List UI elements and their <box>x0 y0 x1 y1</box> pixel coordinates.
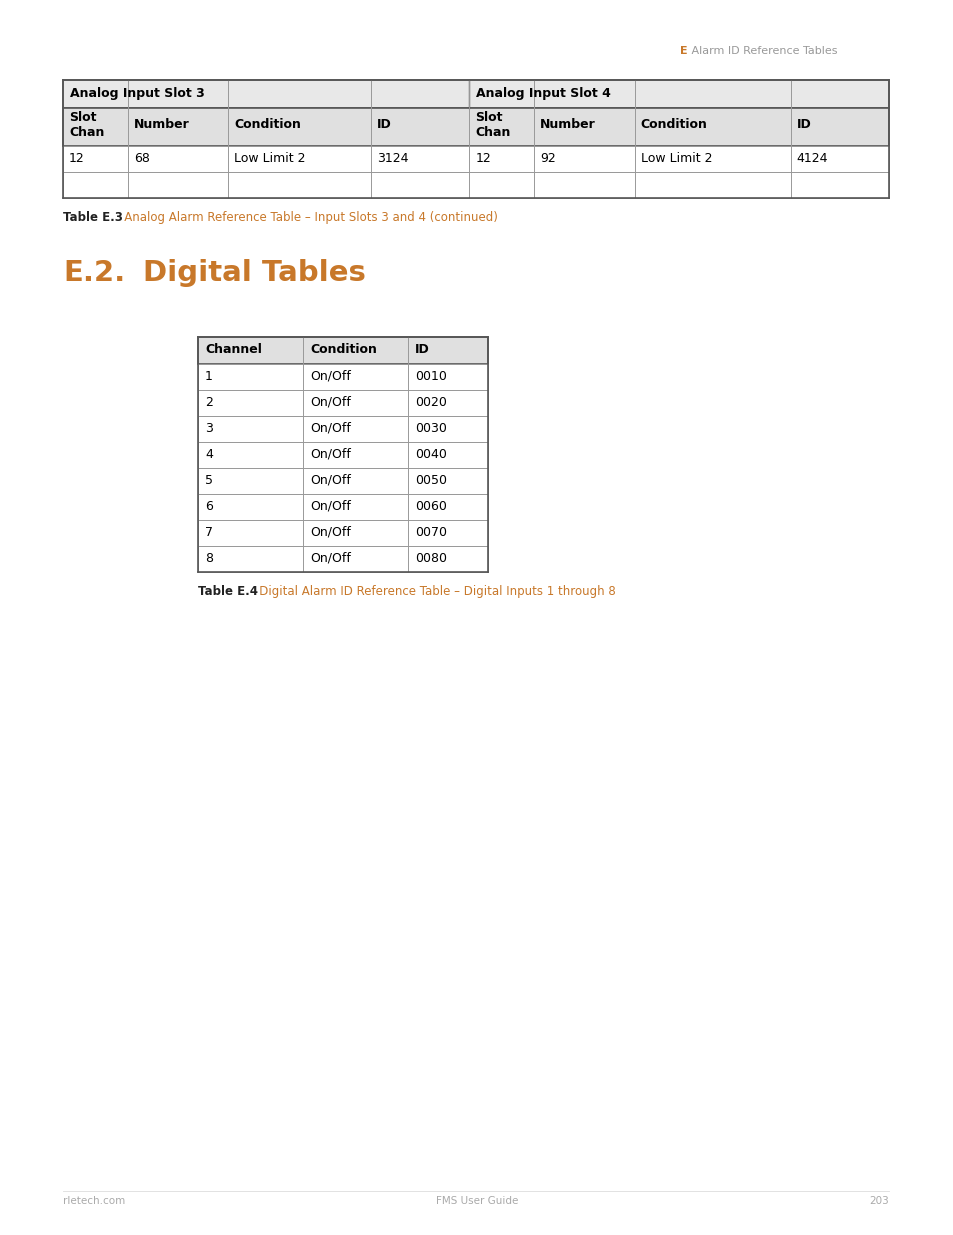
Text: Analog Alarm Reference Table – Input Slots 3 and 4 (continued): Analog Alarm Reference Table – Input Slo… <box>112 211 497 224</box>
Bar <box>63 107 888 146</box>
Text: Number: Number <box>133 119 190 131</box>
Text: ID: ID <box>376 119 392 131</box>
Text: Table E.4: Table E.4 <box>198 585 257 598</box>
Text: 0050: 0050 <box>415 473 447 487</box>
Text: On/Off: On/Off <box>310 552 351 564</box>
Text: 4124: 4124 <box>796 152 827 164</box>
Text: 203: 203 <box>868 1195 888 1207</box>
Text: 92: 92 <box>539 152 556 164</box>
Text: Slot
Chan: Slot Chan <box>475 111 510 140</box>
Text: E: E <box>679 46 687 56</box>
Bar <box>198 520 488 546</box>
Text: 12: 12 <box>69 152 85 164</box>
Text: On/Off: On/Off <box>310 395 351 409</box>
Bar <box>198 468 488 494</box>
Text: 2: 2 <box>205 395 213 409</box>
Bar <box>63 80 888 107</box>
Text: 0010: 0010 <box>415 369 446 383</box>
Text: On/Off: On/Off <box>310 369 351 383</box>
Text: Condition: Condition <box>310 343 376 356</box>
Text: 12: 12 <box>475 152 491 164</box>
Text: On/Off: On/Off <box>310 447 351 461</box>
Text: On/Off: On/Off <box>310 421 351 435</box>
Text: Number: Number <box>539 119 596 131</box>
Bar <box>198 546 488 572</box>
Text: Condition: Condition <box>233 119 301 131</box>
Text: Alarm ID Reference Tables: Alarm ID Reference Tables <box>687 46 837 56</box>
Bar <box>198 494 488 520</box>
Text: 8: 8 <box>205 552 213 564</box>
Text: 0070: 0070 <box>415 526 447 538</box>
Text: ID: ID <box>415 343 429 356</box>
Text: 1: 1 <box>205 369 213 383</box>
Text: 0060: 0060 <box>415 499 446 513</box>
Text: 3: 3 <box>205 421 213 435</box>
Text: Digital Tables: Digital Tables <box>143 259 366 287</box>
Text: 0020: 0020 <box>415 395 446 409</box>
Text: Low Limit 2: Low Limit 2 <box>639 152 711 164</box>
Text: 3124: 3124 <box>376 152 408 164</box>
Text: 0030: 0030 <box>415 421 446 435</box>
Text: Analog Input Slot 3: Analog Input Slot 3 <box>70 86 205 100</box>
Text: Digital Alarm ID Reference Table – Digital Inputs 1 through 8: Digital Alarm ID Reference Table – Digit… <box>248 585 615 598</box>
Text: FMS User Guide: FMS User Guide <box>436 1195 517 1207</box>
Text: 0040: 0040 <box>415 447 446 461</box>
Bar <box>198 364 488 390</box>
Text: Condition: Condition <box>639 119 706 131</box>
Bar <box>63 172 888 198</box>
Text: 0080: 0080 <box>415 552 447 564</box>
Text: 6: 6 <box>205 499 213 513</box>
Text: Channel: Channel <box>205 343 262 356</box>
Bar <box>198 442 488 468</box>
Text: Slot
Chan: Slot Chan <box>69 111 104 140</box>
Bar <box>198 416 488 442</box>
Text: Table E.3: Table E.3 <box>63 211 123 224</box>
Text: On/Off: On/Off <box>310 473 351 487</box>
Text: E.2.: E.2. <box>63 259 125 287</box>
Bar <box>198 337 488 364</box>
Text: 4: 4 <box>205 447 213 461</box>
Text: Low Limit 2: Low Limit 2 <box>233 152 305 164</box>
Text: On/Off: On/Off <box>310 499 351 513</box>
Text: ID: ID <box>796 119 811 131</box>
Text: On/Off: On/Off <box>310 526 351 538</box>
Bar <box>63 146 888 172</box>
Text: rletech.com: rletech.com <box>63 1195 125 1207</box>
Text: 5: 5 <box>205 473 213 487</box>
Text: 7: 7 <box>205 526 213 538</box>
Text: Analog Input Slot 4: Analog Input Slot 4 <box>476 86 611 100</box>
Text: 68: 68 <box>133 152 150 164</box>
Bar <box>198 390 488 416</box>
